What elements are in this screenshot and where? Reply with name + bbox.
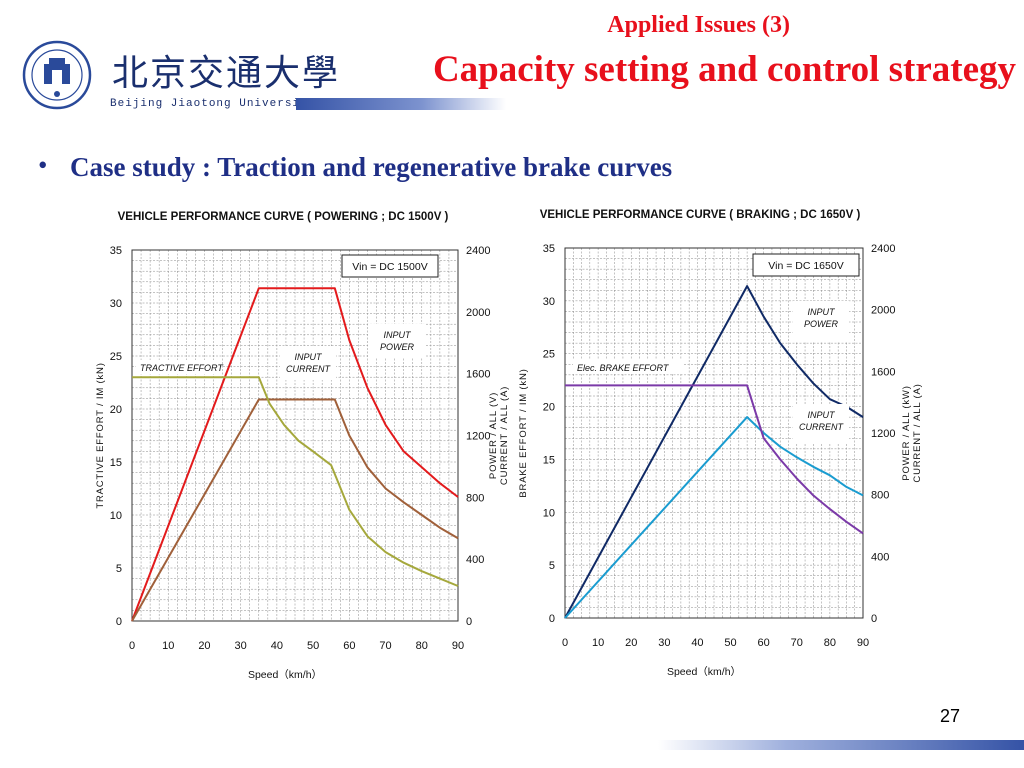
series-annotation: INPUT [808, 410, 837, 420]
y-left-tick-label: 0 [549, 613, 555, 625]
y-right-tick-label: 800 [871, 490, 889, 502]
y-left-tick-label: 0 [116, 616, 122, 628]
x-tick-label: 60 [758, 637, 770, 649]
annotation-box [793, 301, 849, 341]
page-number: 27 [940, 706, 961, 726]
y-left-tick-label: 10 [110, 510, 122, 522]
x-tick-label: 0 [562, 637, 568, 649]
series-annotation: CURRENT [286, 364, 332, 374]
x-tick-label: 70 [379, 640, 391, 652]
x-tick-label: 50 [307, 640, 319, 652]
x-tick-label: 20 [625, 637, 637, 649]
y-left-axis-label: BRAKE EFFORT / IM (kN) [518, 368, 529, 497]
bullet-text: Case study : Traction and regenerative b… [70, 152, 673, 182]
y-right-tick-label: 0 [871, 613, 877, 625]
y-right-axis-label: CURRENT / ALL (A) [499, 386, 510, 485]
x-tick-label: 80 [416, 640, 428, 652]
x-tick-label: 40 [691, 637, 703, 649]
x-tick-label: 50 [724, 637, 736, 649]
y-left-tick-label: 25 [543, 349, 555, 361]
series-line-input-power [131, 287, 459, 622]
annotation-box [368, 324, 426, 358]
vin-label: Vin = DC 1500V [352, 261, 427, 273]
y-right-tick-label: 1200 [466, 431, 490, 443]
series-annotation: TRACTIVE EFFORT [140, 363, 224, 373]
annotation-box [280, 346, 336, 380]
y-left-tick-label: 5 [549, 560, 555, 572]
x-tick-label: 10 [592, 637, 604, 649]
series-line-input-current [131, 398, 459, 622]
y-left-tick-label: 5 [116, 563, 122, 575]
x-tick-label: 0 [129, 640, 135, 652]
plot-frame [564, 247, 864, 619]
x-axis-label: Speed（km/h） [667, 666, 741, 678]
vin-box [341, 254, 439, 278]
annotation-box [573, 360, 683, 374]
y-right-tick-label: 400 [466, 554, 484, 566]
y-left-tick-label: 30 [543, 296, 555, 308]
y-right-tick-label: 1200 [871, 428, 895, 440]
bullet-marker: • [38, 150, 48, 180]
y-right-tick-label: 0 [466, 616, 472, 628]
braking-chart: VEHICLE PERFORMANCE CURVE ( BRAKING ; DC… [518, 209, 923, 678]
y-right-tick-label: 800 [466, 492, 484, 504]
x-axis-label: Speed（km/h） [248, 669, 322, 681]
y-left-tick-label: 15 [110, 457, 122, 469]
annotation-box [793, 404, 849, 444]
series-line-elec-brake-effort [565, 384, 864, 535]
y-right-tick-label: 1600 [871, 366, 895, 378]
chart-title: VEHICLE PERFORMANCE CURVE ( POWERING ; D… [118, 211, 449, 223]
series-line-tractive-effort [132, 376, 459, 587]
chart-title: VEHICLE PERFORMANCE CURVE ( BRAKING ; DC… [540, 209, 861, 221]
university-name-english: Beijing Jiaotong University [110, 98, 316, 110]
y-left-tick-label: 25 [110, 351, 122, 363]
y-left-tick-label: 35 [543, 243, 555, 255]
y-right-axis-label: CURRENT / ALL (A) [912, 383, 923, 482]
series-annotation: INPUT [295, 352, 324, 362]
y-right-tick-label: 1600 [466, 369, 490, 381]
y-left-tick-label: 10 [543, 507, 555, 519]
x-tick-label: 90 [857, 637, 869, 649]
university-name-chinese: 北京交通大學 [112, 53, 341, 94]
y-right-axis-label: POWER / ALL (V) [488, 392, 499, 479]
series-annotation: CURRENT [799, 422, 845, 432]
y-right-tick-label: 2000 [871, 305, 895, 317]
y-right-tick-label: 400 [871, 551, 889, 563]
series-annotation: INPUT [808, 307, 837, 317]
plot-frame [131, 249, 459, 622]
series-annotation: POWER [804, 319, 839, 329]
x-tick-label: 70 [791, 637, 803, 649]
y-left-tick-label: 35 [110, 245, 122, 257]
vin-box [752, 253, 860, 277]
x-tick-label: 30 [658, 637, 670, 649]
slide-subtitle: Applied Issues (3) [607, 12, 790, 38]
y-left-tick-label: 30 [110, 298, 122, 310]
series-line-input-current [564, 416, 864, 619]
x-tick-label: 30 [235, 640, 247, 652]
slide-title: Capacity setting and control strategy [432, 49, 1016, 90]
y-left-tick-label: 20 [110, 404, 122, 416]
y-left-axis-label: TRACTIVE EFFORT / IM (kN) [95, 362, 106, 508]
annotation-box [136, 360, 220, 374]
x-tick-label: 40 [271, 640, 283, 652]
y-right-tick-label: 2400 [466, 245, 490, 257]
y-right-axis-label: POWER / ALL (kW) [901, 385, 912, 480]
x-tick-label: 60 [343, 640, 355, 652]
x-tick-label: 20 [198, 640, 210, 652]
powering-chart: VEHICLE PERFORMANCE CURVE ( POWERING ; D… [95, 211, 510, 681]
vin-label: Vin = DC 1650V [768, 260, 843, 272]
y-right-tick-label: 2000 [466, 307, 490, 319]
y-right-tick-label: 2400 [871, 243, 895, 255]
footer-accent-bar [658, 740, 1024, 750]
y-left-tick-label: 20 [543, 402, 555, 414]
x-tick-label: 90 [452, 640, 464, 652]
x-tick-label: 10 [162, 640, 174, 652]
series-annotation: POWER [380, 342, 415, 352]
series-annotation: Elec. BRAKE EFFORT [577, 363, 670, 373]
university-seal-logo [22, 40, 92, 110]
series-annotation: INPUT [384, 330, 413, 340]
y-left-tick-label: 15 [543, 454, 555, 466]
x-tick-label: 80 [824, 637, 836, 649]
header-accent-bar [296, 98, 506, 110]
